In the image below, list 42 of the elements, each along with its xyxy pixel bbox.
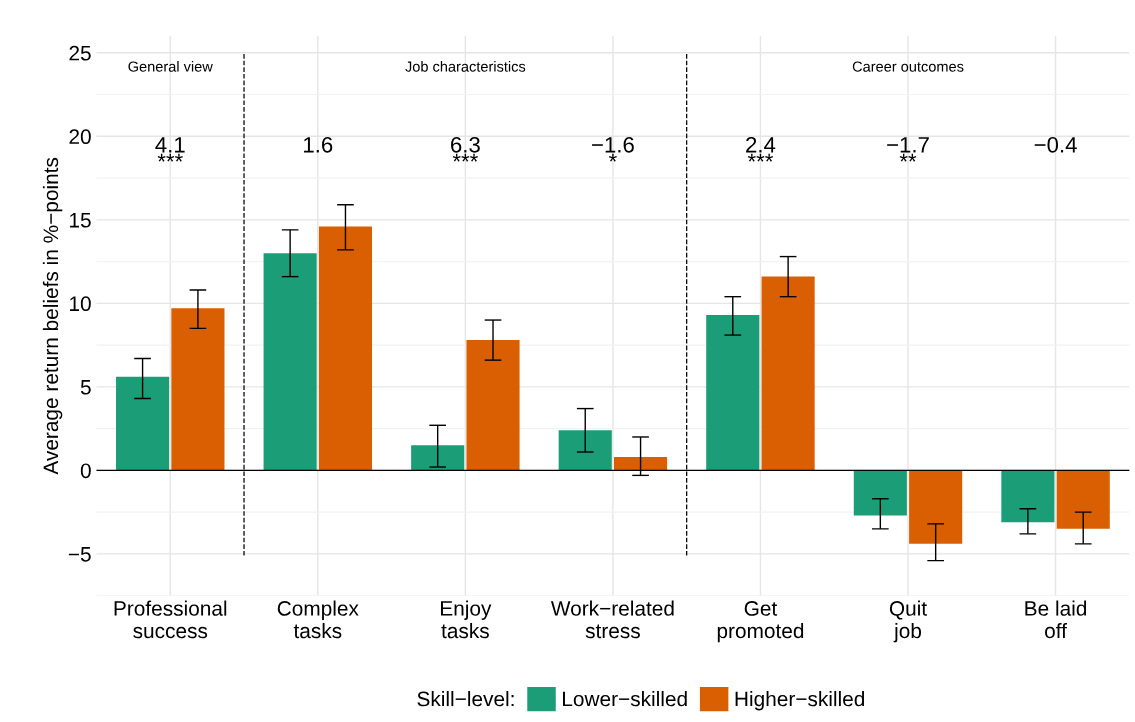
y-tick-label: 10	[70, 296, 91, 312]
y-tick-label: 5	[80, 380, 91, 395]
y-tick-label: 0	[80, 463, 91, 479]
bar	[706, 315, 760, 471]
x-tick-label: Quit job	[889, 600, 927, 643]
annotation: General view	[128, 61, 213, 72]
annotation: 1.6	[304, 136, 333, 153]
bar	[1056, 470, 1110, 529]
x-tick-label: Work−related stress	[550, 600, 674, 639]
y-tick-label: 20	[69, 129, 91, 145]
bar	[614, 457, 668, 471]
bar	[761, 276, 815, 471]
bar	[411, 445, 465, 471]
annotation: −1.7 **	[887, 137, 929, 162]
y-tick-label: −5	[68, 547, 91, 562]
bar	[909, 470, 963, 544]
x-tick-label: Complex tasks	[277, 600, 359, 639]
x-tick-label: Be laid off	[1025, 600, 1087, 639]
bar	[171, 308, 225, 471]
legend-label: Higher−skilled	[735, 691, 865, 711]
legend-title: Skill−level:	[417, 691, 514, 707]
annotation: −0.4	[1034, 136, 1077, 153]
bar	[466, 340, 520, 471]
legend-label: Lower−skilled	[563, 691, 687, 707]
bar	[558, 430, 612, 471]
x-tick-label: Get promoted	[717, 601, 804, 643]
y-tick-label: 25	[69, 45, 91, 61]
bar	[318, 226, 373, 471]
y-axis-title: Average return beliefs in %−points	[42, 157, 63, 475]
bar	[853, 470, 907, 516]
bar	[116, 376, 170, 471]
annotation: 6.3 ***	[451, 136, 480, 162]
annotation: 2.4 ***	[746, 136, 776, 162]
annotation: Career outcomes	[852, 61, 964, 72]
y-tick-label: 15	[70, 213, 91, 228]
bar	[263, 253, 317, 471]
x-tick-label: Professional success	[114, 600, 227, 639]
bar	[1001, 470, 1055, 523]
annotation: Job characteristics	[405, 61, 526, 72]
annotation: 4.1 ***	[155, 137, 185, 162]
annotation: −1.6 *	[592, 136, 634, 162]
x-tick-label: Enjoy tasks	[441, 600, 492, 639]
